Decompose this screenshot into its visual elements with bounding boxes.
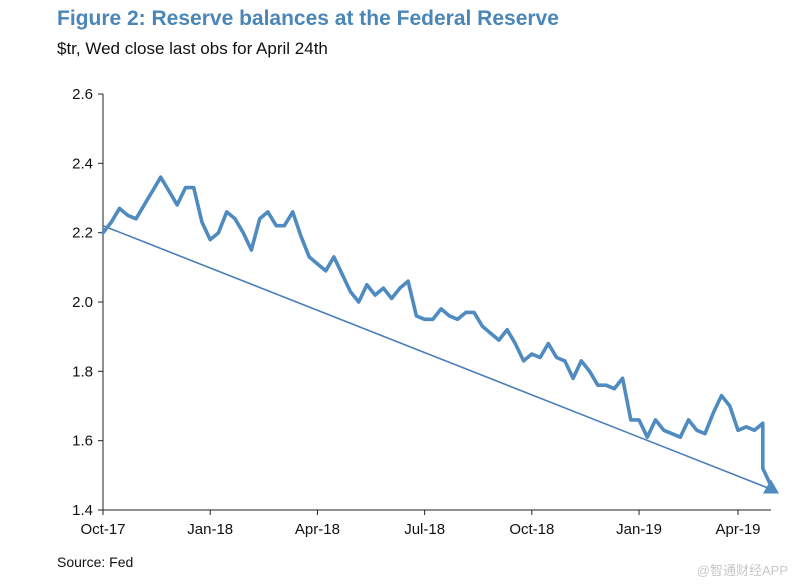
x-tick-label: Oct-18 xyxy=(509,521,554,538)
chart-subtitle: $tr, Wed close last obs for April 24th xyxy=(57,39,328,58)
x-tick-label: Jan-19 xyxy=(616,521,662,538)
x-tick-label: Apr-19 xyxy=(715,521,760,538)
y-tick-label: 1.4 xyxy=(72,502,93,519)
y-tick-label: 2.0 xyxy=(72,294,93,311)
trend-line xyxy=(102,224,772,490)
watermark: @智通财经APP xyxy=(696,563,788,578)
y-tick-label: 1.8 xyxy=(72,363,93,380)
chart-axes xyxy=(102,94,771,511)
reserve-balances-line xyxy=(101,175,773,488)
chart-title: Figure 2: Reserve balances at the Federa… xyxy=(57,7,559,30)
y-axis-ticks: 1.4 1.6 1.8 2.0 2.2 2.4 2.6 xyxy=(72,86,103,519)
x-tick-label: Jul-18 xyxy=(404,521,445,538)
triangle-marker xyxy=(763,479,779,494)
y-tick-label: 2.2 xyxy=(72,225,93,242)
x-tick-label: Oct-17 xyxy=(80,521,125,538)
x-tick-label: Apr-18 xyxy=(295,521,340,538)
chart-series xyxy=(101,175,779,494)
y-tick-label: 1.6 xyxy=(72,433,93,450)
y-tick-label: 2.4 xyxy=(72,155,93,172)
x-tick-label: Jan-18 xyxy=(187,521,233,538)
y-tick-label: 2.6 xyxy=(72,86,93,103)
source-note: Source: Fed xyxy=(57,554,134,570)
x-axis-ticks: Oct-17 Jan-18 Apr-18 Jul-18 Oct-18 Jan-19 Apr-… xyxy=(80,510,761,538)
